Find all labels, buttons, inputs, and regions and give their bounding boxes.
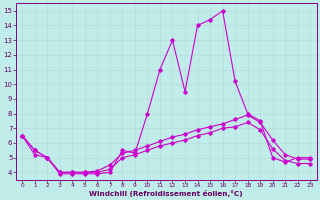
X-axis label: Windchill (Refroidissement éolien,°C): Windchill (Refroidissement éolien,°C) — [89, 190, 243, 197]
